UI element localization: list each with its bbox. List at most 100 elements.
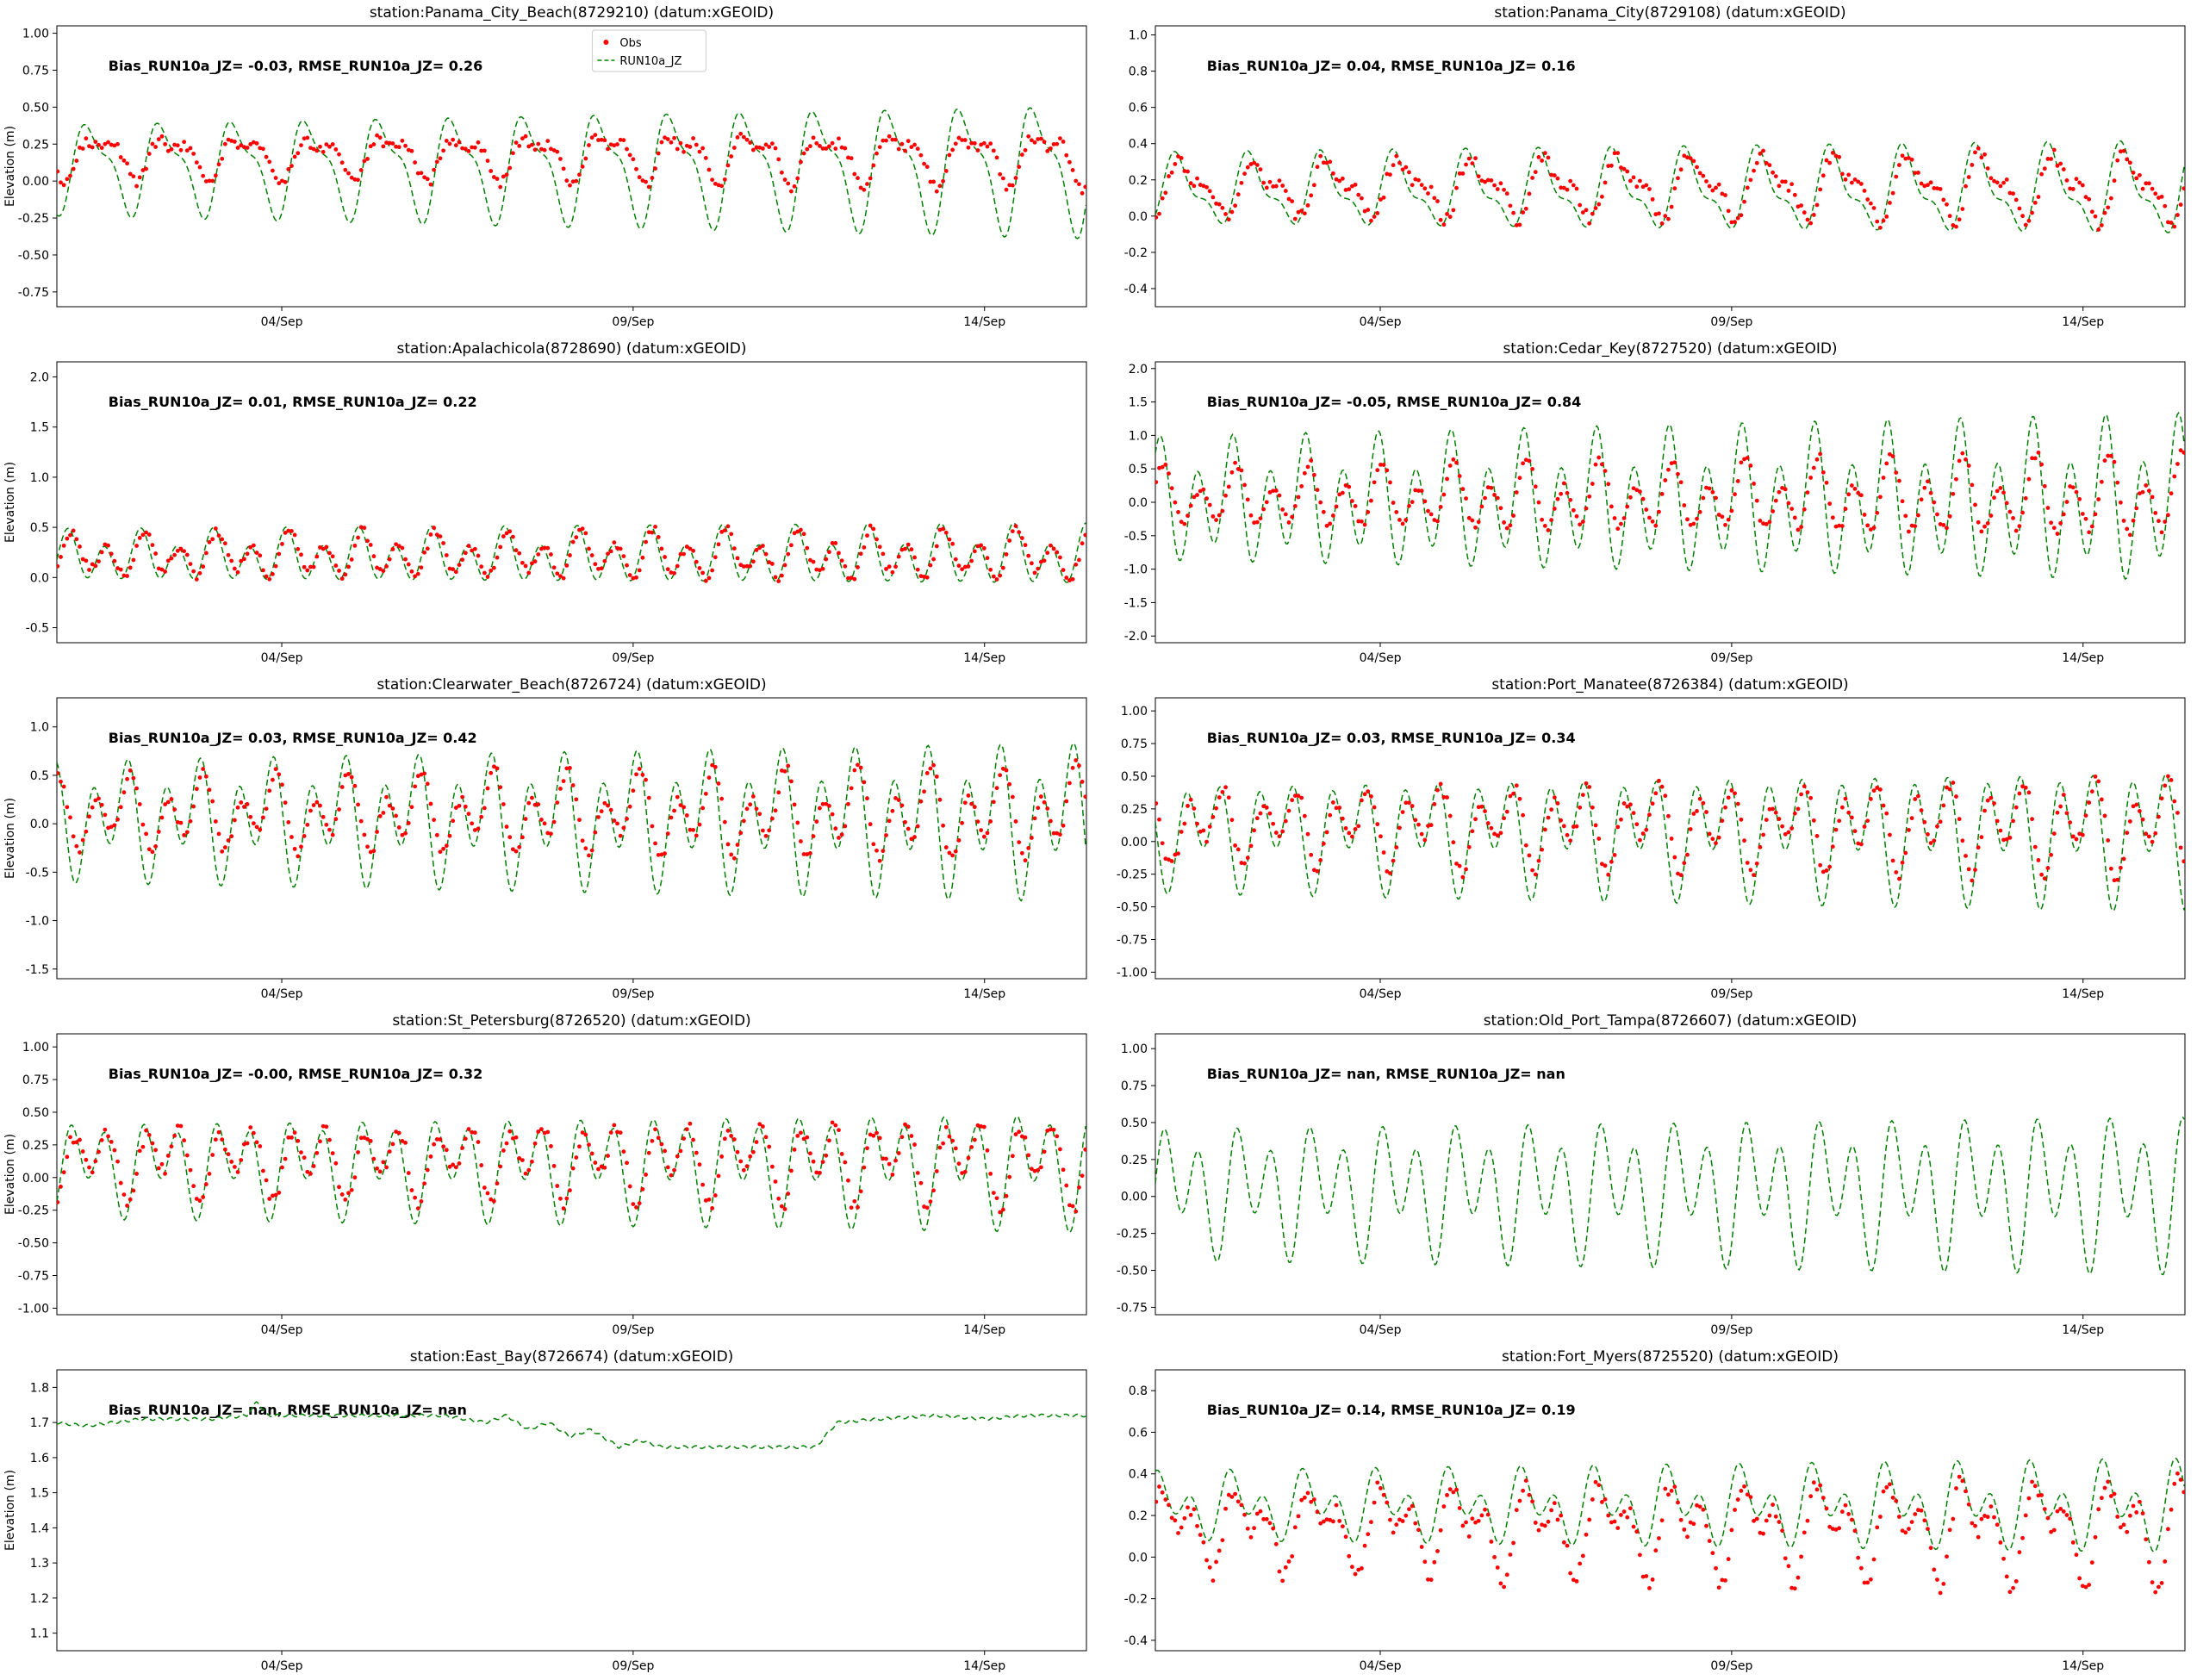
y-tick-label: 0.50 <box>22 1106 49 1120</box>
y-tick-label: 0.00 <box>1121 1191 1148 1204</box>
y-tick-label: -0.5 <box>26 622 49 636</box>
y-tick-label: 1.00 <box>1121 705 1148 719</box>
y-tick-label: 0.4 <box>1129 138 1148 152</box>
y-axis-label: Elevation (m) <box>3 1470 17 1551</box>
y-tick-label: 0.6 <box>1129 1426 1148 1440</box>
bias-rmse-annotation: Bias_RUN10a_JZ= nan, RMSE_RUN10a_JZ= nan <box>109 1402 467 1418</box>
y-tick-label: 0.5 <box>30 521 49 535</box>
x-tick-label: 09/Sep <box>1710 1659 1752 1673</box>
plot-canvas-Cedar_Key: station:Cedar_Key(8727520) (datum:xGEOID… <box>1124 340 2186 665</box>
y-tick-label: 0.25 <box>1121 803 1148 817</box>
x-tick-label: 14/Sep <box>2062 315 2104 329</box>
bias-rmse-annotation: Bias_RUN10a_JZ= 0.04, RMSE_RUN10a_JZ= 0.… <box>1207 58 1576 74</box>
y-tick-label: 1.6 <box>30 1452 49 1465</box>
y-tick-label: 0.25 <box>1121 1154 1148 1167</box>
model-line <box>57 107 1086 240</box>
x-tick-label: 09/Sep <box>612 1323 654 1337</box>
subplot-Cedar_Key: station:Cedar_Key(8727520) (datum:xGEOID… <box>1098 336 2197 672</box>
y-tick-label: -0.5 <box>1124 530 1148 544</box>
subplot-Panama_City: station:Panama_City(8729108) (datum:xGEO… <box>1098 0 2197 336</box>
y-tick-label: 1.4 <box>30 1521 49 1535</box>
x-tick-label: 14/Sep <box>2062 651 2104 665</box>
obs-scatter <box>1155 146 2185 232</box>
y-tick-label: -1.0 <box>26 915 49 929</box>
x-tick-label: 09/Sep <box>1710 987 1752 1001</box>
y-tick-label: 1.7 <box>30 1416 49 1430</box>
subplot-Panama_City_Beach: station:Panama_City_Beach(8729210) (datu… <box>0 0 1098 336</box>
y-tick-label: 0.8 <box>1129 1384 1148 1398</box>
axes-box <box>1155 1369 2186 1652</box>
y-tick-label: 0.0 <box>1129 496 1148 510</box>
x-tick-label: 09/Sep <box>1710 315 1752 329</box>
plot-canvas-Fort_Myers: station:Fort_Myers(8725520) (datum:xGEOI… <box>1124 1348 2186 1673</box>
plot-canvas-Panama_City_Beach: station:Panama_City_Beach(8729210) (datu… <box>3 4 1087 329</box>
y-tick-label: 0.4 <box>1129 1468 1148 1482</box>
plot-title: station:Port_Manatee(8726384) (datum:xGE… <box>1491 676 1848 694</box>
y-tick-label: 0.0 <box>30 818 49 831</box>
bias-rmse-annotation: Bias_RUN10a_JZ= 0.01, RMSE_RUN10a_JZ= 0.… <box>109 394 477 410</box>
obs-scatter <box>1155 448 2185 538</box>
y-tick-label: -0.50 <box>18 1237 49 1251</box>
y-tick-label: -0.50 <box>1117 901 1148 915</box>
y-tick-label: 0.50 <box>1121 770 1148 784</box>
y-tick-label: 0.6 <box>1129 102 1148 115</box>
y-tick-label: 0.2 <box>1129 174 1148 188</box>
y-tick-label: -0.75 <box>18 1270 49 1284</box>
x-tick-label: 04/Sep <box>1360 315 1402 329</box>
obs-scatter <box>57 523 1086 583</box>
y-tick-label: 0.00 <box>1121 836 1148 849</box>
y-tick-label: -1.0 <box>1124 563 1148 577</box>
obs-scatter <box>57 1120 1086 1215</box>
y-tick-label: 0.8 <box>1129 65 1148 79</box>
model-line <box>57 1401 1086 1450</box>
y-tick-label: 1.1 <box>30 1627 49 1641</box>
bias-rmse-annotation: Bias_RUN10a_JZ= 0.03, RMSE_RUN10a_JZ= 0.… <box>109 730 477 746</box>
y-tick-label: 0.00 <box>22 1172 49 1185</box>
subplot-Fort_Myers: station:Fort_Myers(8725520) (datum:xGEOI… <box>1098 1344 2197 1680</box>
y-tick-label: 1.8 <box>30 1381 49 1395</box>
model-line <box>1155 411 2185 581</box>
model-line <box>57 1115 1086 1233</box>
y-tick-label: 0.75 <box>1121 737 1148 751</box>
x-tick-label: 04/Sep <box>261 1659 303 1673</box>
y-tick-label: 0.75 <box>22 64 49 78</box>
y-tick-label: 0.2 <box>1129 1509 1148 1523</box>
x-tick-label: 14/Sep <box>2062 987 2104 1001</box>
y-tick-label: 1.00 <box>1121 1042 1148 1056</box>
subplot-Port_Manatee: station:Port_Manatee(8726384) (datum:xGE… <box>1098 672 2197 1008</box>
x-tick-label: 04/Sep <box>261 987 303 1001</box>
y-tick-label: -0.75 <box>1117 1301 1148 1315</box>
x-tick-label: 04/Sep <box>1360 1323 1402 1337</box>
plot-canvas-St_Petersburg: station:St_Petersburg(8726520) (datum:xG… <box>3 1012 1087 1337</box>
y-tick-label: 1.5 <box>30 1487 49 1501</box>
x-tick-label: 09/Sep <box>1710 1323 1752 1337</box>
x-tick-label: 14/Sep <box>2062 1323 2104 1337</box>
x-tick-label: 04/Sep <box>1360 987 1402 1001</box>
y-tick-label: -0.50 <box>18 249 49 263</box>
plot-canvas-Port_Manatee: station:Port_Manatee(8726384) (datum:xGE… <box>1117 676 2186 1001</box>
x-tick-label: 04/Sep <box>261 315 303 329</box>
y-tick-label: 1.0 <box>30 721 49 735</box>
model-line <box>1155 1116 2185 1276</box>
axes-box <box>56 361 1087 644</box>
y-tick-label: -1.5 <box>1124 596 1148 610</box>
subplot-East_Bay: station:East_Bay(8726674) (datum:xGEOID)… <box>0 1344 1098 1680</box>
bias-rmse-annotation: Bias_RUN10a_JZ= 0.03, RMSE_RUN10a_JZ= 0.… <box>1207 730 1576 746</box>
axes-box <box>1155 697 2186 980</box>
y-tick-label: 0.0 <box>1129 1551 1148 1565</box>
x-tick-label: 09/Sep <box>1710 651 1752 665</box>
y-tick-label: -0.75 <box>1117 934 1148 948</box>
y-tick-label: -1.00 <box>18 1302 49 1316</box>
y-axis-label: Elevation (m) <box>3 1134 17 1215</box>
plot-title: station:Panama_City_Beach(8729210) (datu… <box>370 4 774 22</box>
plot-canvas-East_Bay: station:East_Bay(8726674) (datum:xGEOID)… <box>3 1348 1087 1673</box>
plot-canvas-Old_Port_Tampa: station:Old_Port_Tampa(8726607) (datum:x… <box>1117 1012 2186 1337</box>
x-tick-label: 14/Sep <box>963 1323 1005 1337</box>
y-tick-label: 1.0 <box>30 471 49 485</box>
axes-box <box>1155 1033 2186 1316</box>
axes-box <box>56 1033 1087 1316</box>
y-tick-label: 0.0 <box>30 571 49 585</box>
model-line <box>57 522 1086 583</box>
y-tick-label: -0.75 <box>18 286 49 300</box>
y-axis-label: Elevation (m) <box>3 126 17 207</box>
